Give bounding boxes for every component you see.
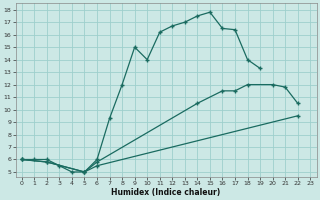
X-axis label: Humidex (Indice chaleur): Humidex (Indice chaleur)	[111, 188, 221, 197]
